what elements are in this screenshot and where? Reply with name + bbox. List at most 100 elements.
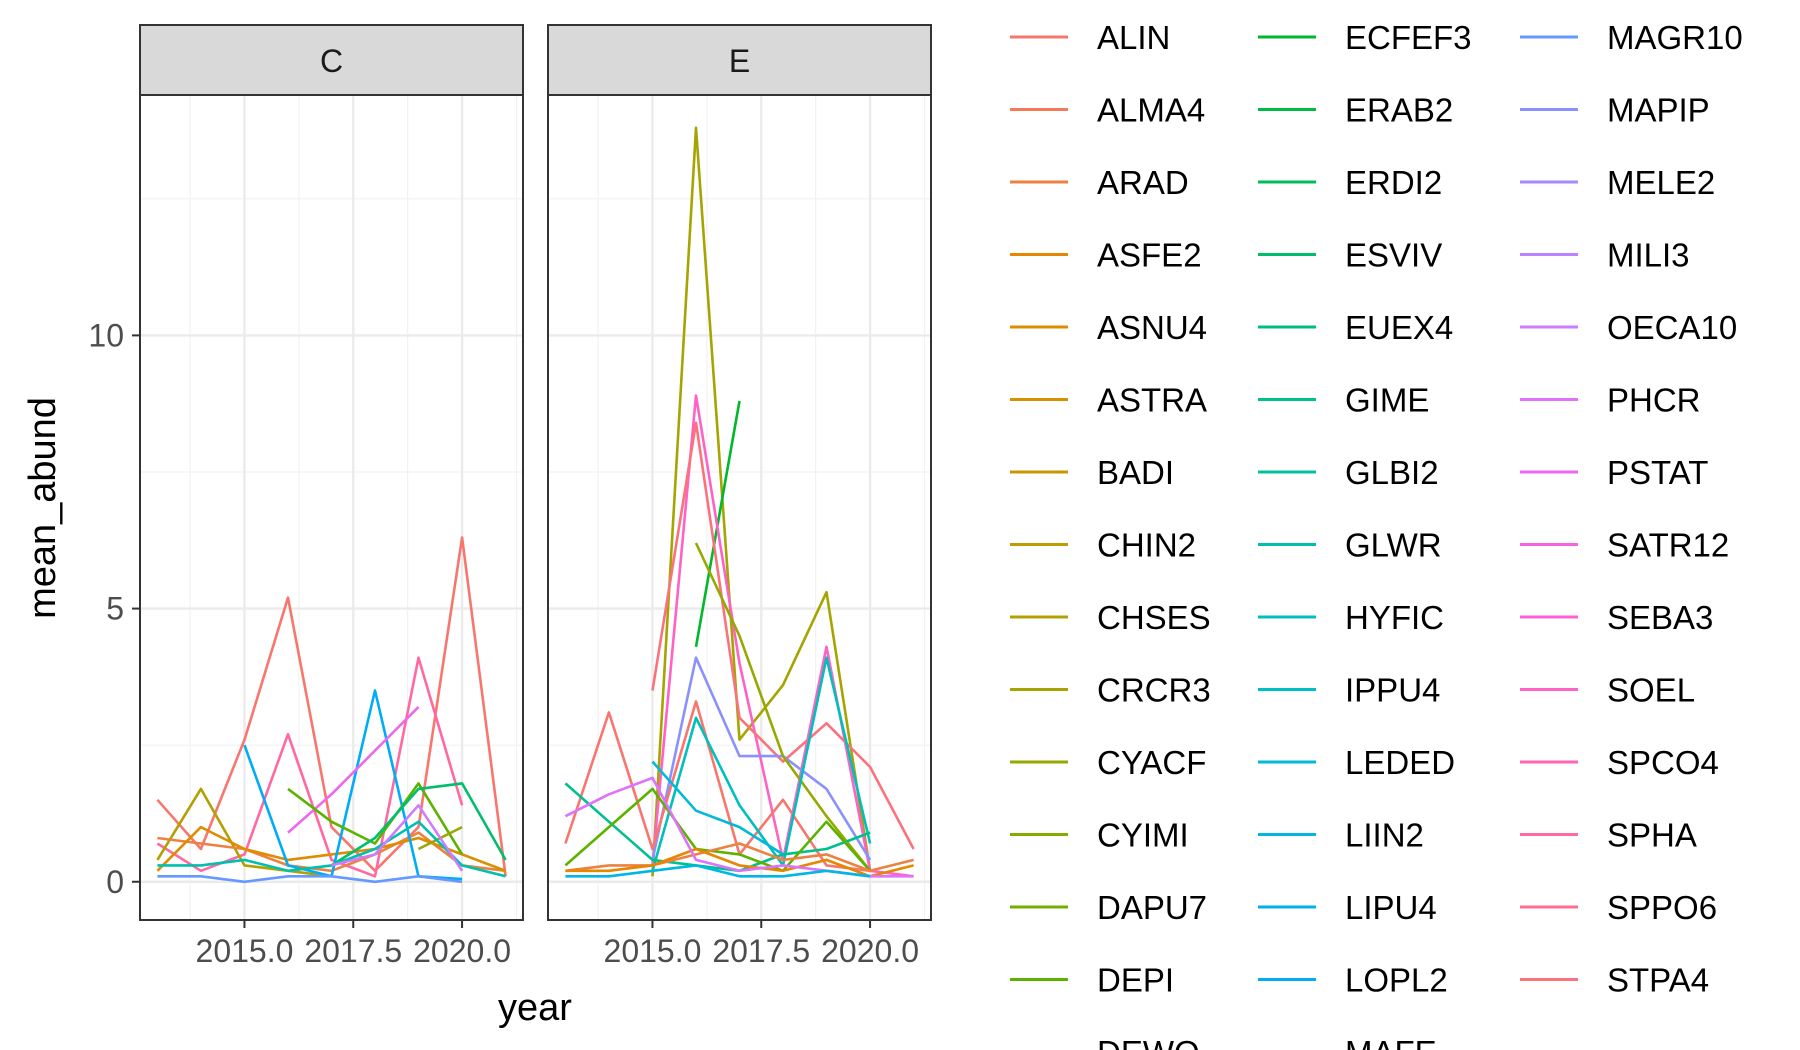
legend-label: ERAB2	[1345, 92, 1453, 129]
facet-panel-E: E 2015.0 2017.5 2020.0	[547, 24, 932, 969]
legend-label: GLBI2	[1345, 454, 1439, 491]
legend-label: SPPO6	[1607, 889, 1717, 926]
legend-label: SPCO4	[1607, 744, 1719, 781]
legend-label: IPPU4	[1345, 672, 1440, 709]
legend-item: CRCR3	[1010, 672, 1211, 709]
y-tick-label: 5	[106, 591, 124, 627]
legend-item: LEDED	[1258, 744, 1455, 781]
series-line	[565, 847, 914, 878]
legend-item: SPPO6	[1520, 889, 1717, 926]
legend-label: ESVIV	[1345, 237, 1442, 274]
legend-label: LIIN2	[1345, 817, 1424, 854]
legend-label: DAPU7	[1097, 889, 1207, 926]
facet-strip	[139, 24, 524, 96]
legend-label: ECFEF3	[1345, 19, 1472, 56]
legend-label: MAPIP	[1607, 92, 1710, 129]
legend-item: PHCR	[1520, 382, 1701, 419]
legend-label: CYIMI	[1097, 817, 1189, 854]
legend-item: DEWO	[1097, 1034, 1200, 1050]
legend-label: DEPI	[1097, 962, 1174, 999]
legend-label: ERDI2	[1345, 164, 1442, 201]
legend-label: ASNU4	[1097, 309, 1207, 346]
legend-item: DAPU7	[1010, 889, 1207, 926]
series-line	[564, 787, 872, 873]
legend-label: STPA4	[1607, 962, 1709, 999]
panel-border	[139, 94, 524, 921]
series-line	[331, 803, 464, 872]
legend-item: LIPU4	[1258, 889, 1437, 926]
x-tick-label: 2015.0	[604, 933, 702, 969]
legend-item: BADI	[1010, 454, 1174, 491]
legend-label: HYFIC	[1345, 599, 1444, 636]
y-tick-label: 10	[88, 317, 124, 353]
legend-label: CHSES	[1097, 599, 1211, 636]
series-line	[156, 656, 464, 878]
facet-strip-label: C	[320, 43, 343, 79]
legend-label: ALIN	[1097, 19, 1170, 56]
series-line	[564, 782, 871, 873]
legend-label: CHIN2	[1097, 527, 1196, 564]
legend-item: PSTAT	[1520, 454, 1708, 491]
legend-label: BADI	[1097, 454, 1174, 491]
legend-label: LIPU4	[1345, 889, 1437, 926]
legend-label: SPHA	[1607, 817, 1697, 854]
legend-label: MAGR10	[1607, 19, 1743, 56]
facet-panel-C: C 2015.0 2017.5 2020.0 0 5 10	[88, 24, 524, 969]
legend-label: ASFE2	[1097, 237, 1202, 274]
legend-item: GLBI2	[1258, 454, 1439, 491]
legend-item: SPHA	[1520, 817, 1697, 854]
legend-item: SEBA3	[1520, 599, 1713, 636]
series-line	[694, 542, 872, 872]
legend-item: MAGR10	[1520, 19, 1743, 56]
legend-item: ASNU4	[1010, 309, 1207, 346]
legend-item: SPCO4	[1520, 744, 1719, 781]
legend-item: CHIN2	[1010, 527, 1196, 564]
legend-label: SATR12	[1607, 527, 1729, 564]
legend-label: CYACF	[1097, 744, 1206, 781]
series-line	[565, 842, 914, 873]
panels: C 2015.0 2017.5 2020.0 0 5 10 E 2015.0 2017.5 2020…	[88, 24, 932, 969]
legend-item: MAFE	[1345, 1034, 1437, 1050]
legend-item: ESVIV	[1258, 237, 1442, 274]
series-line	[156, 787, 332, 878]
legend-item: SOEL	[1520, 672, 1695, 709]
series-line	[330, 782, 507, 867]
series-line	[651, 126, 872, 877]
legend-item: OECA10	[1520, 309, 1737, 346]
x-tick-label: 2015.0	[196, 933, 294, 969]
legend-item: ERDI2	[1258, 164, 1442, 201]
legend-label: SEBA3	[1607, 599, 1713, 636]
legend-label: MILI3	[1607, 237, 1690, 274]
legend-item: ASFE2	[1010, 237, 1202, 274]
legend-label: ASTRA	[1097, 382, 1207, 419]
legend-label: ALMA4	[1097, 92, 1205, 129]
legend-item: ERAB2	[1258, 92, 1453, 129]
legend-item: DEPI	[1010, 962, 1174, 999]
series-line	[565, 864, 871, 878]
legend-item: SATR12	[1520, 527, 1729, 564]
legend-label: DEWO	[1097, 1034, 1200, 1050]
legend-item: MAPIP	[1520, 92, 1710, 129]
panel-border	[547, 94, 932, 921]
legend-item: ALIN	[1010, 19, 1170, 56]
legend-label: OECA10	[1607, 309, 1737, 346]
legend-label: MAFE	[1345, 1034, 1437, 1050]
legend: ALIN ALMA4 ARAD ASFE2 ASNU4 ASTRA BADI CHIN2 CHS…	[1010, 19, 1743, 1050]
legend-label: PHCR	[1607, 382, 1701, 419]
series-line	[287, 705, 420, 834]
legend-item: IPPU4	[1258, 672, 1440, 709]
series-line	[651, 760, 784, 856]
y-axis-title: mean_abund	[22, 397, 64, 619]
y-tick-label: 0	[106, 864, 124, 900]
series-line	[156, 536, 507, 877]
series-line	[157, 874, 463, 884]
legend-item: ARAD	[1010, 164, 1189, 201]
legend-label: CRCR3	[1097, 672, 1211, 709]
legend-label: MELE2	[1607, 164, 1715, 201]
legend-label: ARAD	[1097, 164, 1189, 201]
legend-label: PSTAT	[1607, 454, 1708, 491]
legend-item: EUEX4	[1258, 309, 1453, 346]
series-line	[651, 656, 872, 861]
legend-item: ALMA4	[1010, 92, 1205, 129]
